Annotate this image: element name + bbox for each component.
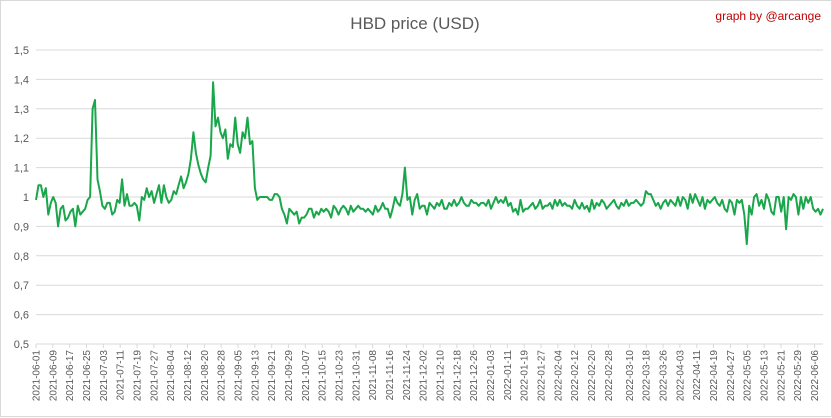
x-tick-label: 2022-03-10 (625, 350, 636, 402)
x-tick-label: 2021-06-09 (48, 350, 59, 402)
y-tick-label: 1,2 (14, 133, 29, 145)
x-tick-label: 2022-02-04 (553, 350, 564, 402)
x-tick-label: 2021-12-10 (436, 350, 447, 402)
x-tick-label: 2021-09-21 (267, 350, 278, 402)
x-tick-label: 2021-08-12 (183, 350, 194, 402)
x-tick-label: 2022-05-21 (776, 350, 787, 402)
x-tick-label: 2022-04-03 (675, 350, 686, 402)
x-tick-label: 2021-08-20 (200, 350, 211, 402)
y-tick-label: 1,5 (14, 45, 29, 57)
gridlines (36, 49, 823, 345)
x-tick-label: 2022-04-11 (692, 350, 703, 401)
x-tick-label: 2021-12-02 (419, 350, 430, 402)
x-tick-label: 2021-08-28 (217, 350, 228, 402)
x-tick-label: 2021-10-15 (318, 350, 329, 402)
x-tick-label: 2021-06-25 (82, 350, 93, 402)
x-tick-label: 2021-07-19 (133, 350, 144, 402)
y-tick-label: 1,4 (14, 74, 29, 86)
x-tick-label: 2021-11-08 (368, 350, 379, 401)
x-tick-label: 2022-05-13 (760, 350, 771, 402)
x-tick-label: 2021-09-05 (234, 350, 245, 402)
x-tick-label: 2021-11-16 (385, 350, 396, 401)
x-tick-label: 2021-06-01 (32, 350, 43, 402)
x-tick-label: 2022-02-28 (604, 350, 615, 402)
x-tick-label: 2022-01-19 (520, 350, 531, 402)
x-tick-label: 2022-06-06 (810, 350, 821, 402)
x-tick-label: 2021-10-07 (301, 350, 312, 402)
y-tick-label: 1,3 (14, 104, 29, 116)
y-tick-label: 0,9 (14, 221, 29, 233)
series-line (35, 81, 824, 245)
x-tick-label: 2021-08-04 (166, 350, 177, 402)
y-tick-label: 0,8 (14, 251, 29, 263)
x-tick-label: 2021-12-26 (469, 350, 480, 402)
y-tick-label: 1 (23, 192, 29, 204)
x-tick-label: 2021-11-24 (402, 350, 413, 401)
x-tick-label: 2022-05-29 (793, 350, 804, 402)
x-tick-label: 2022-04-19 (709, 350, 720, 402)
x-axis-ticks: 2021-06-01 2021-06-09 2021-06-17 2021-06-25… (32, 344, 821, 402)
x-tick-label: 2022-03-18 (642, 350, 653, 402)
x-tick-label: 2022-04-27 (726, 350, 737, 402)
y-tick-label: 0,6 (14, 310, 29, 322)
x-tick-label: 2022-02-20 (587, 350, 598, 402)
y-tick-label: 0,5 (14, 339, 29, 351)
x-tick-label: 2022-01-11 (503, 350, 514, 401)
chart-credit: graph by @arcange (715, 9, 821, 23)
x-tick-label: 2021-09-29 (284, 350, 295, 402)
series-layer (35, 81, 824, 245)
x-tick-label: 2021-12-18 (452, 350, 463, 402)
chart-title: HBD price (USD) (350, 14, 479, 33)
x-tick-label: 2021-07-27 (149, 350, 160, 402)
x-tick-label: 2022-05-05 (743, 350, 754, 402)
y-axis-ticks: 0,5 0,6 0,7 0,8 0,9 1 1,1 1,2 1,3 1,4 1,5 (14, 45, 29, 351)
x-tick-label: 2021-07-11 (116, 350, 127, 401)
x-tick-label: 2022-02-12 (570, 350, 581, 402)
x-tick-label: 2021-09-13 (250, 350, 261, 402)
y-tick-label: 1,1 (14, 163, 29, 175)
x-tick-label: 2022-01-27 (537, 350, 548, 402)
x-tick-label: 2021-10-31 (351, 350, 362, 402)
x-tick-label: 2021-10-23 (335, 350, 346, 402)
x-tick-label: 2021-06-17 (65, 350, 76, 402)
x-tick-label: 2021-07-03 (99, 350, 110, 402)
x-tick-label: 2022-01-03 (486, 350, 497, 402)
x-tick-label: 2022-03-26 (659, 350, 670, 402)
y-tick-label: 0,7 (14, 280, 29, 292)
